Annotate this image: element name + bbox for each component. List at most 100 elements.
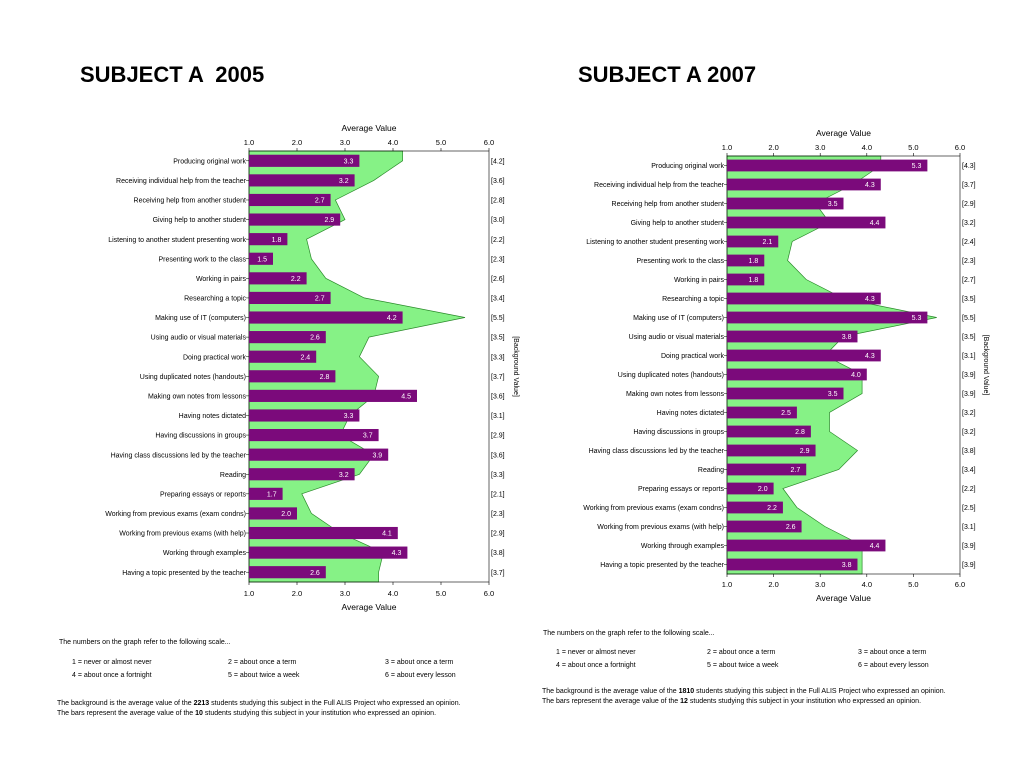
category-label-2005: Working from previous exams (exam condns… <box>105 511 246 518</box>
background-value-label-2005: [2.9] <box>491 433 505 440</box>
bar-2005 <box>249 272 307 285</box>
bar-value-label-2005: 3.3 <box>344 413 354 420</box>
bar-value-label-2005: 2.7 <box>315 198 325 205</box>
bars-note-2005: The bars represent the average value of … <box>57 710 437 717</box>
bar-2005 <box>249 291 331 305</box>
bar-value-label-2005: 2.9 <box>324 217 334 224</box>
x-axis-title-bottom-2005: Average Value <box>342 602 397 612</box>
background-value-label-2005: [3.6] <box>491 178 505 185</box>
bars-count-2007: 12 <box>680 698 688 705</box>
bar-value-label-2005: 2.0 <box>281 511 291 518</box>
bar-2005 <box>249 566 326 579</box>
bar-2005 <box>249 174 355 187</box>
background-value-label-2005: [3.4] <box>491 296 505 303</box>
scale-item-6-2007: 6 = about every lesson <box>858 662 929 669</box>
bar-2005 <box>249 213 341 226</box>
category-label-2005: Having discussions in groups <box>155 433 246 440</box>
bars-note-2007: The bars represent the average value of … <box>542 698 922 705</box>
background-count-2007: 1810 <box>678 688 695 695</box>
category-label-2005: Receiving help from another student <box>134 198 247 205</box>
bar-2005 <box>249 526 398 540</box>
background-value-label-2005: [3.3] <box>491 472 505 479</box>
background-value-label-2005: [5.5] <box>491 315 505 322</box>
background-value-label-2005: [3.7] <box>491 374 505 381</box>
bar-value-label-2005: 1.5 <box>257 256 267 263</box>
category-label-2005: Listening to another student presenting … <box>108 237 246 244</box>
x-tick-label-bottom-2005: 6.0 <box>484 589 494 598</box>
scale-item-4-2005: 4 = about once a fortnight <box>72 672 152 679</box>
x-tick-label-bottom-2005: 4.0 <box>388 589 398 598</box>
background-value-label-2005: [2.1] <box>491 491 505 498</box>
bar-2005 <box>249 487 283 500</box>
x-tick-label-top-2005: 2.0 <box>292 138 302 147</box>
category-label-2005: Making use of IT (computers) <box>155 315 246 322</box>
category-label-2005: Giving help to another student <box>153 217 246 224</box>
background-value-label-2005: [2.2] <box>491 237 505 244</box>
scale-item-5-2007: 5 = about twice a week <box>707 662 779 669</box>
bar-2005 <box>249 546 408 559</box>
background-count-2005: 2213 <box>193 700 210 707</box>
bar-value-label-2005: 1.8 <box>272 237 282 244</box>
bar-value-label-2005: 4.3 <box>392 550 402 557</box>
background-value-label-2005: [3.5] <box>491 335 505 342</box>
category-label-2005: Having notes dictated <box>179 413 246 420</box>
category-label-2005: Preparing essays or reports <box>160 491 246 498</box>
bar-value-label-2005: 3.7 <box>363 433 373 440</box>
chart-title-2007: SUBJECT A 2007 <box>578 62 757 87</box>
bar-2005 <box>249 468 355 481</box>
background-note-2005: The background is the average value of t… <box>57 700 461 707</box>
x-axis-title-top-2005: Average Value <box>342 123 397 133</box>
category-label-2005: Having a topic presented by the teacher <box>122 570 246 577</box>
category-label-2005: Researching a topic <box>184 296 246 303</box>
category-label-2005: Doing practical work <box>183 354 247 361</box>
scale-item-2-2007: 2 = about once a term <box>707 649 776 656</box>
plot-frame-2005 <box>248 150 490 583</box>
x-tick-label-top-2005: 5.0 <box>436 138 446 147</box>
x-tick-label-bottom-2005: 3.0 <box>340 589 350 598</box>
bar-2005 <box>249 409 360 422</box>
x-tick-label-top-2005: 4.0 <box>388 138 398 147</box>
bar-2005 <box>249 154 360 167</box>
background-value-label-2005: [3.8] <box>491 550 505 557</box>
bar-2005 <box>249 311 403 324</box>
category-label-2005: Having class discussions led by the teac… <box>111 452 247 459</box>
x-tick-label-top-2005: 1.0 <box>244 138 254 147</box>
category-label-2005: Presenting work to the class <box>158 256 246 263</box>
background-value-label-2005: [3.6] <box>491 452 505 459</box>
bar-2005 <box>249 507 297 520</box>
x-tick-label-bottom-2005: 2.0 <box>292 589 302 598</box>
x-tick-label-top-2005: 3.0 <box>340 138 350 147</box>
bar-value-label-2005: 2.8 <box>320 374 330 381</box>
scale-item-1-2005: 1 = never or almost never <box>72 659 152 666</box>
bar-2005 <box>249 428 379 442</box>
bar-2005 <box>249 331 326 344</box>
bar-value-label-2005: 3.2 <box>339 472 349 479</box>
bar-2005 <box>249 193 331 207</box>
background-value-label-2005: [3.1] <box>491 413 505 420</box>
scale-intro-2007: The numbers on the graph refer to the fo… <box>543 630 715 637</box>
x-tick-label-bottom-2005: 1.0 <box>244 589 254 598</box>
background-value-label-2005: [2.6] <box>491 276 505 283</box>
side-label-2005: [Background Value] <box>512 336 519 397</box>
bar-value-label-2005: 3.2 <box>339 178 349 185</box>
scale-item-6-2005: 6 = about every lesson <box>385 672 456 679</box>
x-tick-label-bottom-2005: 5.0 <box>436 589 446 598</box>
bar-2005 <box>249 233 288 246</box>
scale-item-4-2007: 4 = about once a fortnight <box>556 662 636 669</box>
bar-value-label-2005: 1.7 <box>267 491 277 498</box>
bar-2005 <box>249 370 336 383</box>
background-value-label-2005: [2.9] <box>491 531 505 538</box>
scale-intro-2005: The numbers on the graph refer to the fo… <box>59 639 231 646</box>
background-value-label-2005: [2.3] <box>491 511 505 518</box>
background-value-label-2005: [3.6] <box>491 393 505 400</box>
background-value-label-2005: [2.3] <box>491 256 505 263</box>
bar-value-label-2005: 4.2 <box>387 315 397 322</box>
background-value-label-2005: [2.8] <box>491 198 505 205</box>
bars-count-2005: 10 <box>195 710 203 717</box>
category-label-2005: Producing original work <box>173 158 246 165</box>
x-tick-label-top-2005: 6.0 <box>484 138 494 147</box>
category-label-2005: Making own notes from lessons <box>148 393 247 400</box>
category-label-2005: Working from previous exams (with help) <box>119 531 246 538</box>
bar-value-label-2005: 2.7 <box>315 296 325 303</box>
